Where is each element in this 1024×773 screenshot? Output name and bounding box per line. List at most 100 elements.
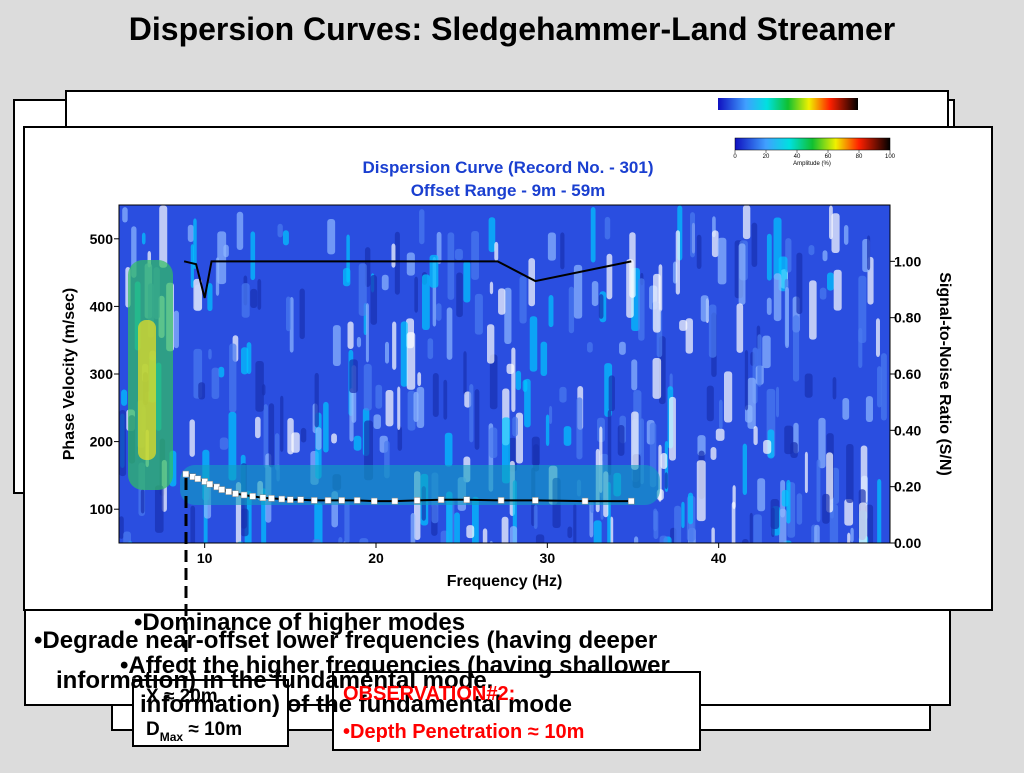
heat-cell <box>141 232 146 245</box>
y2-tick-label: 0.80 <box>894 310 921 326</box>
point <box>413 497 421 504</box>
colorbar-tick-label: 80 <box>856 154 863 160</box>
x-axis-label: Frequency (Hz) <box>447 573 563 590</box>
heat-cell <box>669 396 676 461</box>
heat-cell <box>332 325 341 367</box>
heat-cell <box>356 336 362 348</box>
heat-cell <box>359 538 369 543</box>
observation-text: •Depth Penetration ≈ 10m <box>343 721 584 743</box>
y2-tick-label: 0.20 <box>894 479 921 495</box>
heat-cell <box>365 303 369 363</box>
heat-cell <box>280 395 284 452</box>
heat-cell <box>498 288 506 315</box>
heat-cell <box>444 432 453 467</box>
heat-cell <box>679 319 688 331</box>
heat-cell <box>785 286 789 349</box>
heat-cell <box>384 341 390 364</box>
heat-cell <box>653 273 661 333</box>
heat-cell <box>771 507 775 538</box>
heat-cell <box>469 384 474 443</box>
heat-cell <box>724 371 733 423</box>
heat-cell <box>349 359 358 393</box>
heat-cell <box>606 253 613 300</box>
heat-cell <box>690 212 696 258</box>
heat-cell <box>375 384 383 409</box>
heat-cell <box>512 416 518 437</box>
heat-cell <box>757 478 766 512</box>
heat-cell <box>291 432 300 453</box>
heat-cell <box>358 263 367 316</box>
y-tick-label: 400 <box>90 298 114 314</box>
heat-cell <box>875 318 880 358</box>
heat-cell <box>846 443 854 504</box>
heat-cell <box>847 532 851 543</box>
point <box>297 496 304 503</box>
point <box>240 491 248 499</box>
heat-cell <box>211 367 220 399</box>
heat-cell <box>504 287 512 345</box>
heat-cell <box>406 332 416 390</box>
heat-cell <box>844 498 854 526</box>
heat-cell <box>454 248 463 261</box>
heat-cell <box>880 353 887 421</box>
heat-cell <box>660 452 668 469</box>
heat-cell <box>763 440 772 454</box>
heat-cell <box>877 479 882 543</box>
heat-cell <box>123 531 131 543</box>
heat-cell <box>240 508 249 537</box>
heat-cell <box>436 231 442 265</box>
y-axis-label: Phase Velocity (m/sec) <box>61 288 78 461</box>
heat-cell <box>559 386 567 403</box>
heat-cell <box>446 307 453 360</box>
heat-cell <box>563 426 572 446</box>
x-tick-label: 20 <box>368 550 384 566</box>
heat-cell <box>833 269 842 311</box>
heat-cell <box>744 350 749 411</box>
heat-cell <box>285 296 291 332</box>
heat-cell <box>353 435 362 451</box>
y-tick-label: 200 <box>90 434 114 450</box>
heat-cell <box>494 241 499 262</box>
heat-cell <box>742 443 748 495</box>
heat-cell <box>715 428 725 441</box>
bullet: information) in the fundamental mode. <box>56 667 493 694</box>
point <box>497 497 505 504</box>
heat-cell <box>766 297 772 315</box>
heat-cell <box>159 205 168 268</box>
heat-cell <box>190 244 194 289</box>
heat-cell <box>193 278 203 311</box>
heat-cell <box>277 223 283 238</box>
heat-cell <box>619 341 626 355</box>
heat-cell <box>809 280 817 340</box>
heat-cell <box>529 316 538 372</box>
colorbar-tick-label: 100 <box>885 154 896 160</box>
heat-cell <box>711 527 715 543</box>
heat-cell <box>607 409 612 476</box>
bullet: information) of the fundamental mode <box>140 691 572 718</box>
heat-cell <box>385 390 394 427</box>
heat-cell <box>219 437 229 450</box>
heat-cell <box>427 338 434 360</box>
heat-cell <box>121 389 128 406</box>
heat-cell <box>257 278 262 310</box>
heat-cell <box>331 433 337 444</box>
heat-cell <box>790 442 798 459</box>
point <box>353 497 361 504</box>
point <box>532 497 539 504</box>
heat-cell <box>706 385 714 422</box>
heat-cell <box>250 288 258 308</box>
heat-cell <box>400 321 408 387</box>
heat-cell <box>236 211 244 251</box>
heat-cell <box>669 373 673 391</box>
heat-cell <box>489 427 498 458</box>
heat-cell <box>711 230 719 258</box>
heat-cell <box>796 493 803 525</box>
heat-band <box>138 320 156 460</box>
heat-cell <box>370 275 378 325</box>
heat-cell <box>751 222 758 267</box>
heat-cell <box>858 327 863 368</box>
heat-cell <box>268 403 275 468</box>
point <box>218 486 226 493</box>
colorbar-label: Amplitude (%) <box>793 161 831 167</box>
heat-cell <box>413 391 419 423</box>
